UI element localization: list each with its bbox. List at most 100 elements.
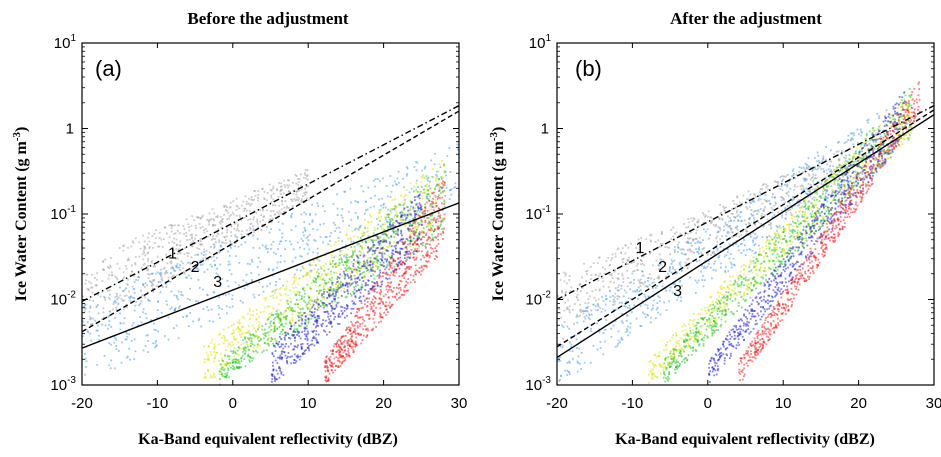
scatter-point [202,308,205,310]
scatter-point [410,214,413,217]
scatter-point [753,218,756,221]
scatter-point [731,235,733,238]
scatter-point [380,281,383,283]
scatter-point [691,238,694,241]
scatter-point [424,245,427,247]
scatter-point [695,232,697,235]
scatter-point [644,281,646,283]
scatter-point [442,217,445,220]
scatter-point [87,289,90,292]
scatter-point [296,346,299,349]
scatter-point [272,296,275,299]
scatter-point [398,275,401,278]
scatter-point [395,263,398,266]
scatter-point [231,341,233,343]
scatter-point [274,376,276,379]
scatter-point [397,242,399,245]
scatter-point [109,293,111,296]
scatter-point [270,320,272,323]
scatter-point [751,200,754,203]
scatter-point [387,285,390,287]
scatter-point [331,256,333,259]
scatter-point [614,255,617,258]
scatter-point [401,263,403,266]
scatter-point [354,345,357,348]
scatter-point [334,298,336,301]
scatter-point [283,260,286,263]
scatter-point [270,337,273,339]
scatter-point [104,258,107,261]
scatter-point [366,239,369,241]
scatter-point [253,231,255,234]
scatter-point [650,240,652,243]
scatter-point [344,260,347,263]
scatter-point [241,230,243,233]
scatter-point [354,322,357,324]
scatter-point [409,281,412,284]
scatter-point [403,254,406,256]
scatter-point [147,236,149,239]
scatter-point [410,205,412,208]
scatter-point [305,333,308,336]
scatter-point [753,222,756,225]
scatter-point [720,266,722,269]
scatter-point [338,323,341,325]
scatter-point [333,362,336,365]
scatter-point [614,300,616,303]
scatter-point [336,214,339,216]
scatter-point [400,229,403,232]
scatter-point [714,260,716,263]
scatter-point [616,289,619,292]
scatter-point [683,248,685,251]
scatter-point [201,243,203,246]
scatter-point [390,211,393,214]
scatter-point [320,295,323,298]
scatter-point [296,356,299,359]
scatter-point [327,380,329,382]
scatter-point [372,250,375,252]
scatter-point [210,238,213,241]
scatter-point [626,329,629,332]
scatter-point [323,311,326,313]
scatter-point [405,253,408,255]
scatter-point [240,333,243,336]
scatter-point [319,236,322,239]
scatter-point [422,254,424,257]
scatter-point [111,271,113,274]
scatter-point [95,284,98,286]
scatter-point [308,349,311,352]
scatter-point [400,194,402,197]
scatter-point [155,237,157,239]
scatter-point [329,240,331,242]
scatter-point [89,315,91,318]
scatter-point [772,216,774,219]
scatter-point [308,248,311,251]
scatter-point [316,340,319,343]
scatter-point [176,266,179,269]
scatter-point [350,340,352,343]
scatter-point [300,324,302,327]
scatter-point [362,230,365,233]
scatter-point [147,260,149,262]
scatter-point [351,323,354,326]
scatter-point [384,218,387,221]
scatter-point [441,228,444,231]
scatter-point [450,188,453,191]
scatter-point [270,218,272,221]
scatter-point [316,296,318,299]
scatter-point [598,275,600,277]
scatter-point [94,284,97,287]
scatter-point [322,222,325,225]
scatter-point [251,343,254,346]
scatter-point [243,216,246,219]
scatter-point [86,288,89,290]
scatter-point [133,292,136,294]
scatter-point [733,203,736,205]
scatter-point [311,264,314,266]
scatter-point [804,162,807,165]
scatter-point [315,264,317,266]
scatter-point [442,232,445,234]
scatter-point [289,289,291,292]
scatter-point [740,233,743,236]
scatter-point [562,297,565,300]
